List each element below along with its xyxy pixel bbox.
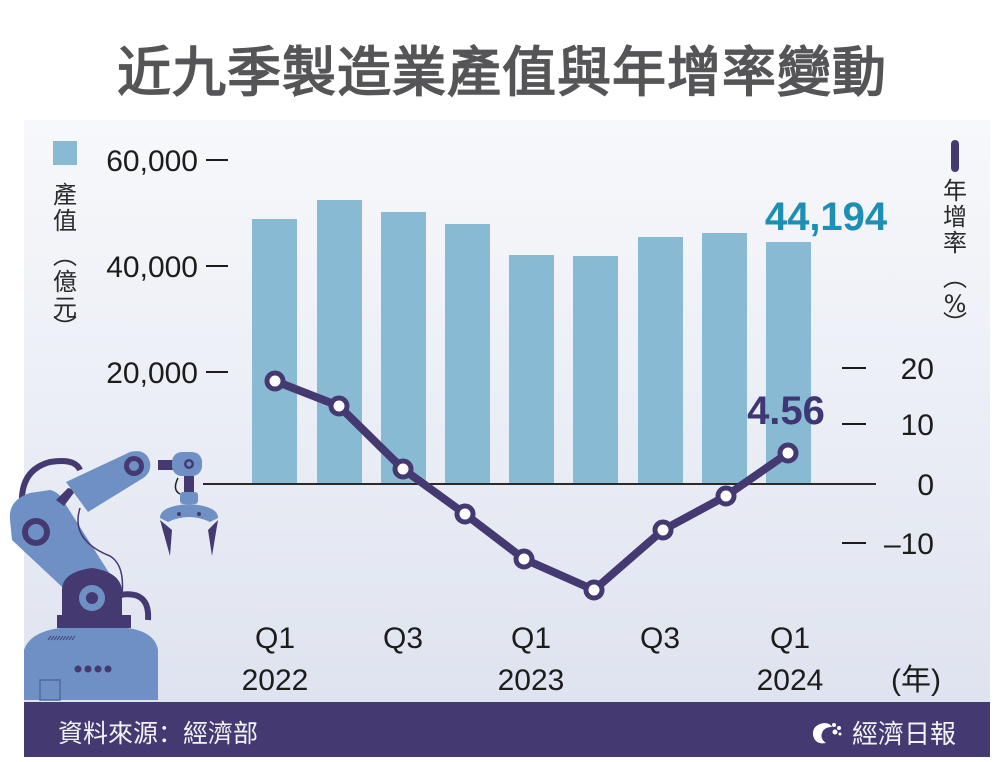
svg-text:–10: –10	[884, 528, 934, 561]
svg-text:Q1: Q1	[770, 622, 810, 655]
line-point	[392, 458, 414, 480]
svg-text:︶: ︶	[943, 310, 967, 338]
bar	[638, 237, 683, 484]
svg-text:2023: 2023	[498, 664, 565, 697]
udn-logo-icon	[812, 722, 842, 743]
bar	[317, 200, 362, 484]
chart-title: 近九季製造業產值與年增率變動	[117, 41, 887, 104]
svg-text:︶: ︶	[53, 314, 77, 342]
line-point	[264, 370, 286, 392]
bar	[702, 233, 747, 484]
x-axis-labels: Q1 Q3 Q1 Q3 Q1 2022 2023 2024 (年)	[242, 622, 941, 697]
line-point	[454, 503, 476, 525]
svg-text:Q1: Q1	[255, 622, 295, 655]
svg-text:Q3: Q3	[640, 622, 680, 655]
source-note: 資料來源：經濟部	[58, 719, 259, 748]
bar	[252, 219, 297, 484]
bar	[381, 212, 426, 484]
svg-text:2022: 2022	[242, 664, 309, 697]
svg-text:元: 元	[53, 294, 77, 322]
bar-legend-swatch	[53, 141, 77, 165]
line-series	[264, 370, 799, 601]
robot-arm-icon	[9, 451, 218, 701]
svg-text:率: 率	[943, 229, 967, 257]
last-bar-value: 44,194	[765, 195, 888, 239]
line-point	[583, 579, 605, 601]
svg-text:40,000: 40,000	[106, 251, 198, 284]
svg-text:20: 20	[901, 353, 934, 386]
line-point	[652, 519, 674, 541]
svg-text:%: %	[944, 290, 967, 318]
svg-text:值: 值	[53, 207, 77, 235]
right-axis-ticks: 20 10 0 –10	[842, 353, 934, 561]
svg-text:產: 產	[53, 181, 77, 209]
right-axis-title: 年 增 率 ︵ % ︶	[943, 177, 967, 338]
line-point	[715, 485, 737, 507]
line-legend-swatch	[951, 140, 959, 172]
last-point-value: 4.56	[747, 389, 825, 433]
svg-text:60,000: 60,000	[106, 145, 198, 178]
bar-series	[252, 200, 811, 484]
svg-text:20,000: 20,000	[106, 357, 198, 390]
brand-name: 經濟日報	[851, 720, 956, 750]
svg-text:Q3: Q3	[383, 622, 423, 655]
svg-text:億: 億	[53, 268, 77, 296]
chart-panel	[24, 120, 990, 702]
svg-text:增: 增	[943, 203, 967, 231]
svg-text:年: 年	[943, 177, 967, 205]
brand: 經濟日報	[810, 714, 956, 751]
bar	[573, 256, 618, 484]
svg-text:Q1: Q1	[511, 622, 551, 655]
x-axis-unit: (年)	[891, 664, 941, 697]
left-axis-title: 產 值 ︵ 億 元 ︶	[53, 181, 77, 342]
svg-text:2024: 2024	[757, 664, 824, 697]
line-point	[777, 442, 799, 464]
bar	[509, 255, 554, 484]
footer-bar: 資料來源：經濟部 經濟日報	[24, 702, 990, 757]
svg-text:︵: ︵	[943, 264, 967, 292]
line-point	[328, 395, 350, 417]
svg-text:0: 0	[917, 469, 934, 502]
svg-text:10: 10	[901, 409, 934, 442]
line-point	[513, 548, 535, 570]
svg-text:︵: ︵	[53, 242, 77, 270]
bar	[445, 224, 490, 484]
left-axis-ticks: 60,000 40,000 20,000	[106, 145, 228, 390]
